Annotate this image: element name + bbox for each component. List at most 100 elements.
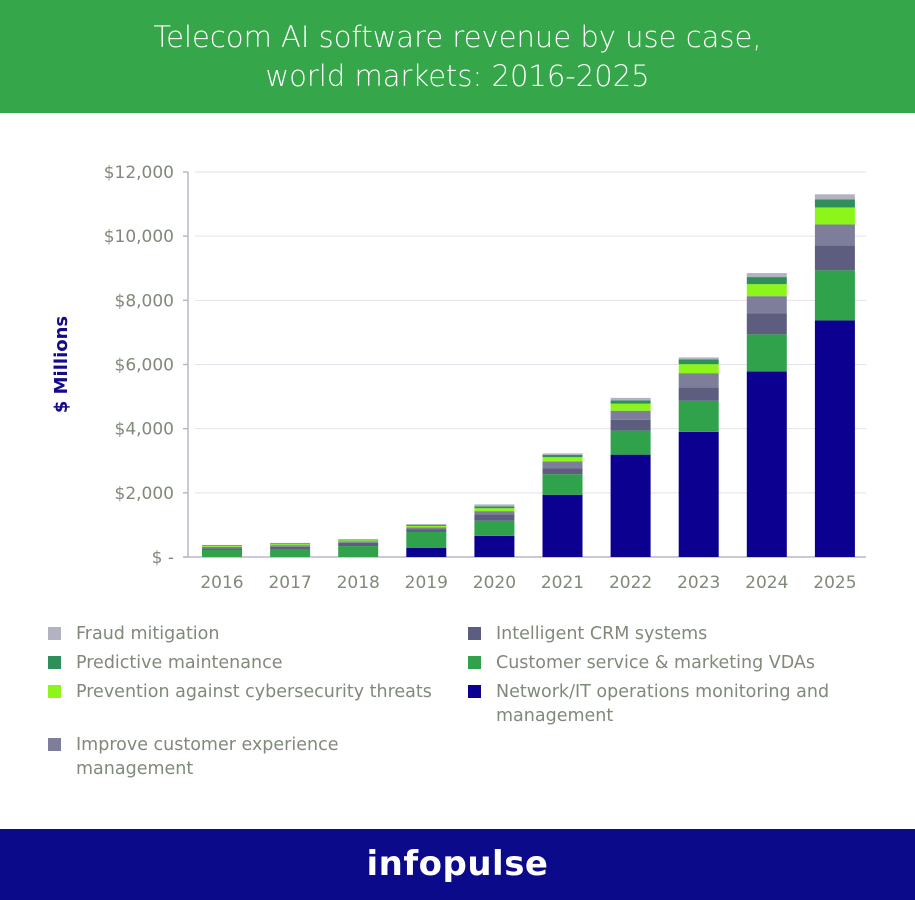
chart-title: Telecom AI software revenue by use case,… bbox=[0, 0, 915, 113]
bar-segment bbox=[542, 454, 583, 458]
bar-segment bbox=[610, 400, 651, 404]
bar-segment bbox=[474, 511, 515, 515]
bar-segment bbox=[406, 523, 447, 525]
x-tick-label: 2019 bbox=[405, 573, 448, 593]
bar-segment bbox=[814, 194, 855, 200]
bar-segment bbox=[474, 508, 515, 512]
bar-segment bbox=[202, 546, 242, 547]
bar-segment bbox=[338, 539, 379, 541]
legend-item: Intelligent CRM systems bbox=[468, 622, 878, 646]
bar-segment bbox=[814, 224, 855, 246]
legend-label: Intelligent CRM systems bbox=[496, 624, 708, 644]
bar-segment bbox=[678, 387, 719, 401]
bar-segment bbox=[474, 520, 515, 536]
x-tick-label: 2016 bbox=[200, 573, 243, 593]
bar-segment bbox=[338, 546, 379, 557]
bar-segment bbox=[202, 545, 242, 547]
bar-segment bbox=[474, 535, 515, 557]
bar-segment bbox=[814, 245, 855, 271]
bar-segment bbox=[746, 313, 787, 335]
x-tick-label: 2024 bbox=[745, 573, 788, 593]
bar-segment bbox=[542, 468, 583, 475]
bar-segment bbox=[270, 544, 311, 546]
bar-segment bbox=[746, 273, 787, 278]
title-line-2: world markets: 2016-2025 bbox=[265, 59, 650, 93]
bar-segment bbox=[678, 431, 719, 557]
legend: Fraud mitigation Predictive maintenance … bbox=[48, 622, 878, 781]
bar-segment bbox=[814, 320, 855, 557]
legend-item: Predictive maintenance bbox=[48, 651, 468, 675]
legend-item: Prevention against cybersecurity threats bbox=[48, 680, 468, 728]
legend-swatch bbox=[468, 685, 481, 698]
legend-swatch bbox=[48, 685, 61, 698]
bar-segment bbox=[202, 548, 242, 550]
bar-segment bbox=[406, 548, 447, 557]
y-tick-label: $4,000 bbox=[115, 420, 174, 440]
bar-segment bbox=[746, 284, 787, 297]
y-axis-label: $ Millions bbox=[51, 316, 72, 413]
bar-segment bbox=[542, 453, 583, 455]
bar-segment bbox=[338, 540, 379, 542]
bar-segment bbox=[542, 494, 583, 557]
bar-segment bbox=[270, 542, 311, 544]
brand-logo: infopulse bbox=[0, 829, 915, 900]
x-tick-label: 2021 bbox=[541, 573, 584, 593]
bar-segment bbox=[678, 373, 719, 388]
legend-label: Predictive maintenance bbox=[76, 653, 283, 673]
x-tick-label: 2017 bbox=[268, 573, 311, 593]
bar-segment bbox=[406, 525, 447, 528]
legend-label: Fraud mitigation bbox=[76, 624, 220, 644]
bar-segment bbox=[746, 296, 787, 314]
bar-segment bbox=[270, 546, 311, 549]
legend-label: Improve customer experience management bbox=[76, 735, 339, 779]
x-tick-label: 2023 bbox=[677, 573, 720, 593]
bar-segment bbox=[610, 397, 651, 401]
bar-segment bbox=[814, 199, 855, 208]
bar-segment bbox=[474, 504, 515, 507]
bar-segment bbox=[406, 527, 447, 530]
bar-segment bbox=[474, 514, 515, 521]
y-tick-label: $10,000 bbox=[104, 227, 174, 247]
stacked-bar-chart: $ - $2,000 $4,000 $6,000 $8,000 $10,000 $12,00… bbox=[51, 163, 866, 593]
legend-label: Prevention against cybersecurity threats bbox=[76, 682, 432, 702]
bar-segment bbox=[610, 430, 651, 455]
x-tick-label: 2025 bbox=[813, 573, 856, 593]
legend-swatch bbox=[48, 738, 61, 751]
bar-segment bbox=[610, 403, 651, 411]
bar-segment bbox=[542, 461, 583, 469]
bar-segment bbox=[474, 506, 515, 509]
bar-segment bbox=[406, 524, 447, 526]
bar-segment bbox=[270, 548, 311, 557]
legend-swatch bbox=[48, 656, 61, 669]
legend-item: Network/IT operations monitoring and man… bbox=[468, 680, 878, 728]
y-tick-label: $ - bbox=[152, 548, 174, 568]
legend-swatch bbox=[468, 656, 481, 669]
y-tick-label: $12,000 bbox=[104, 163, 174, 183]
y-tick-label: $8,000 bbox=[115, 291, 174, 311]
bar-segment bbox=[678, 400, 719, 432]
legend-swatch bbox=[48, 627, 61, 640]
x-tick-label: 2022 bbox=[609, 573, 652, 593]
legend-item: Improve customer experience management bbox=[48, 733, 468, 781]
bar-segment bbox=[270, 543, 311, 545]
bar-segment bbox=[746, 277, 787, 285]
x-tick-label: 2020 bbox=[473, 573, 516, 593]
legend-item: Fraud mitigation bbox=[48, 622, 468, 646]
bar-segment bbox=[338, 539, 379, 540]
bar-segment bbox=[610, 419, 651, 431]
bar-segment bbox=[678, 364, 719, 374]
bar-segment bbox=[746, 371, 787, 557]
legend-item: Customer service & marketing VDAs bbox=[468, 651, 878, 675]
bar-segment bbox=[202, 546, 242, 549]
bar-segment bbox=[542, 474, 583, 495]
bar-segment bbox=[270, 545, 311, 547]
legend-label: Customer service & marketing VDAs bbox=[496, 653, 815, 673]
bar-segment bbox=[610, 410, 651, 420]
bar-segment bbox=[678, 357, 719, 360]
bar-segment bbox=[406, 529, 447, 532]
bar-segment bbox=[678, 359, 719, 365]
title-line-1: Telecom AI software revenue by use case, bbox=[153, 20, 762, 54]
y-tick-label: $2,000 bbox=[115, 484, 174, 504]
bar-segment bbox=[746, 334, 787, 372]
bar-segment bbox=[814, 270, 855, 321]
